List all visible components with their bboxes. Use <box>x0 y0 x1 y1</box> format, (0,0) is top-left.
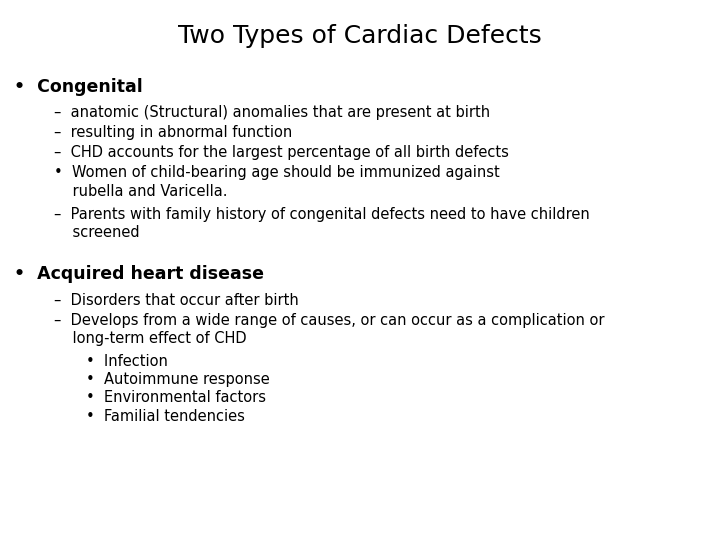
Text: –  Disorders that occur after birth: – Disorders that occur after birth <box>54 293 299 308</box>
Text: screened: screened <box>54 225 140 240</box>
Text: –  anatomic (Structural) anomalies that are present at birth: – anatomic (Structural) anomalies that a… <box>54 105 490 120</box>
Text: long-term effect of CHD: long-term effect of CHD <box>54 331 247 346</box>
Text: •  Environmental factors: • Environmental factors <box>86 390 266 406</box>
Text: •  Acquired heart disease: • Acquired heart disease <box>14 265 264 282</box>
Text: –  Parents with family history of congenital defects need to have children: – Parents with family history of congeni… <box>54 207 590 222</box>
Text: •  Women of child-bearing age should be immunized against: • Women of child-bearing age should be i… <box>54 165 500 180</box>
Text: –  Develops from a wide range of causes, or can occur as a complication or: – Develops from a wide range of causes, … <box>54 313 605 328</box>
Text: –  CHD accounts for the largest percentage of all birth defects: – CHD accounts for the largest percentag… <box>54 145 509 160</box>
Text: •  Infection: • Infection <box>86 354 168 369</box>
Text: •  Familial tendencies: • Familial tendencies <box>86 409 246 424</box>
Text: –  resulting in abnormal function: – resulting in abnormal function <box>54 125 292 140</box>
Text: •  Congenital: • Congenital <box>14 78 143 96</box>
Text: •  Autoimmune response: • Autoimmune response <box>86 372 270 387</box>
Text: Two Types of Cardiac Defects: Two Types of Cardiac Defects <box>178 24 542 48</box>
Text: rubella and Varicella.: rubella and Varicella. <box>54 184 228 199</box>
